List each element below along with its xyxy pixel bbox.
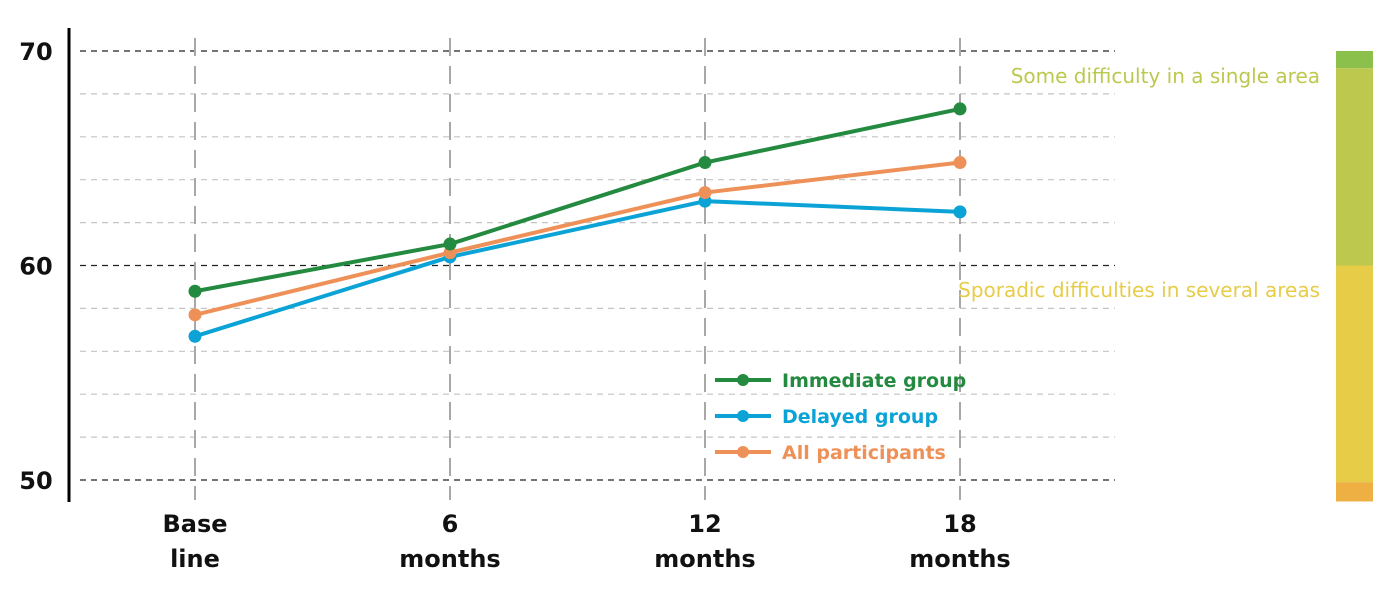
legend-marker [737,410,749,422]
data-point [188,329,202,343]
legend-marker [737,446,749,458]
band-bar-segment [1336,482,1373,502]
x-tick-label: months [399,545,500,573]
x-tick-label: 6 [442,510,459,538]
data-point [953,156,967,170]
data-point [188,284,202,298]
legend: Immediate group Delayed group All particip… [715,370,966,464]
y-tick-label: 60 [19,253,52,281]
legend-entry: All participants [782,442,946,464]
data-point [188,308,202,322]
y-tick-label: 50 [19,467,52,495]
x-tick-label: months [909,545,1010,573]
x-tick-labels: Base line 6 months 12 months 18 months [162,510,1010,573]
data-point [953,205,967,219]
legend-marker [737,374,749,386]
band-bar-segment [1336,51,1373,69]
data-point [443,237,457,251]
x-tick-label: Base [162,510,227,538]
band-label: Sporadic difficulties in several areas [958,278,1320,302]
legend-entry: Immediate group [782,370,966,392]
major-gridlines [80,50,1115,481]
y-tick-label: 70 [19,38,52,66]
data-point [698,186,712,200]
band-bar-segment [1336,265,1373,483]
y-tick-labels: 50 60 70 [19,38,52,495]
vertical-gridlines [194,38,961,500]
series-line [194,160,961,317]
x-tick-label: 18 [943,510,976,538]
band-bar-segment [1336,68,1373,266]
series-line [194,106,961,294]
minor-gridlines [80,93,1115,438]
category-bands: Some difficulty in a single area Sporadic… [958,51,1373,502]
x-tick-label: line [170,545,220,573]
band-label: Some difficulty in a single area [1011,64,1320,88]
x-tick-label: months [654,545,755,573]
legend-entry: Delayed group [782,406,938,428]
data-point [953,102,967,116]
series-line [194,199,961,339]
data-point [698,156,712,170]
x-tick-label: 12 [688,510,721,538]
series-group [188,102,967,343]
